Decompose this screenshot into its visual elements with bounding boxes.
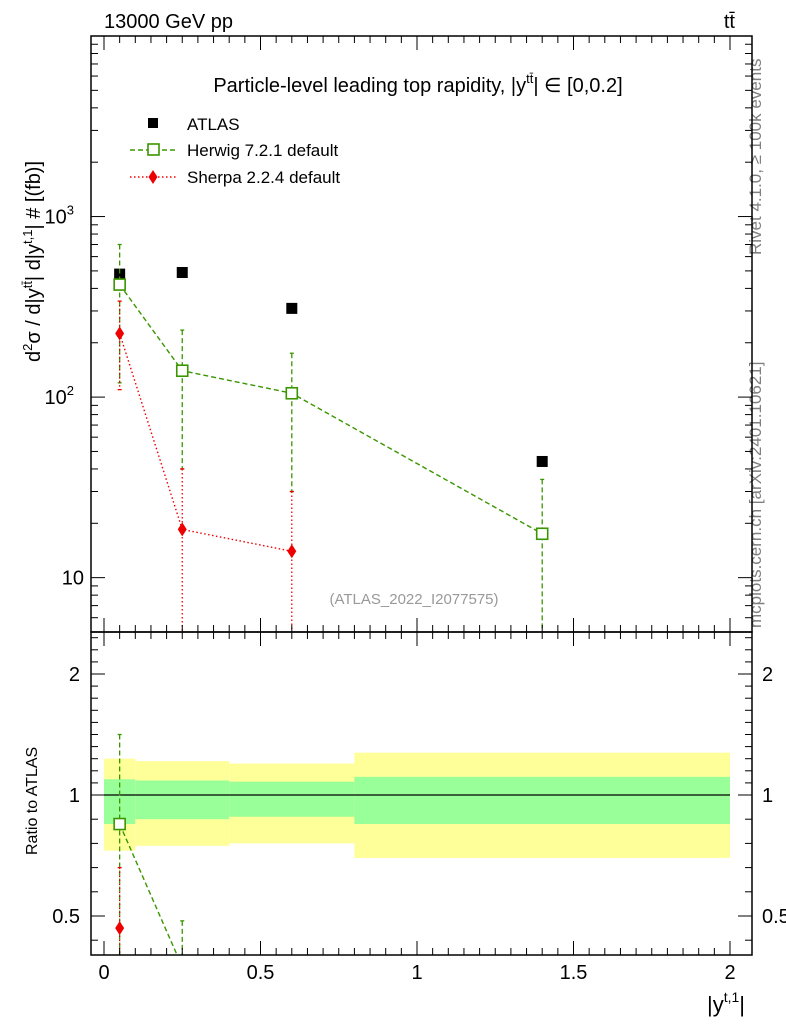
ratio-tick-label-left: 1 — [69, 785, 80, 807]
data-point-1 — [175, 364, 189, 378]
analysis-id: (ATLAS_2022_I2077575) — [329, 591, 498, 608]
ratio-tick-label-right: 2 — [762, 664, 773, 686]
data-point-0 — [286, 302, 298, 314]
x-tick-label: 0 — [98, 962, 109, 984]
series-line-2 — [118, 333, 292, 552]
ratio-band-inner — [229, 781, 355, 817]
legend: ATLAS Herwig 7.2.1 default Sherpa 2.2.4 … — [130, 115, 340, 187]
legend-sherpa-label: Sherpa 2.2.4 default — [187, 168, 340, 187]
ratio-tick-label-right: 1 — [762, 785, 773, 807]
ratio-tick-label-left: 2 — [69, 664, 80, 686]
data-point-1 — [535, 527, 549, 541]
ratio-y-axis-label: Ratio to ATLAS — [24, 747, 41, 855]
ratio-band-inner — [354, 776, 730, 825]
data-point-0 — [176, 266, 188, 278]
header-process: tt̄ — [724, 11, 736, 33]
rivet-version-label: Rivet 4.1.0, ≥ 100k events — [746, 59, 765, 255]
y-tick-label: 103 — [45, 203, 74, 229]
x-tick-label: 1.5 — [560, 962, 588, 984]
ratio-point-0 — [113, 817, 126, 831]
data-point-1 — [285, 386, 299, 400]
data-point-0 — [536, 455, 548, 467]
ratio-tick-label-right: 0.5 — [762, 906, 786, 928]
data-point-2 — [115, 326, 125, 341]
chart-title: Particle-level leading top rapidity, |yt… — [213, 71, 622, 97]
data-point-2 — [177, 522, 187, 537]
x-tick-label: 0.5 — [247, 962, 275, 984]
legend-herwig-marker — [147, 143, 160, 156]
x-axis-label: |yt,1| — [707, 989, 745, 1017]
source-label: mcplots.cern.ch [arXiv:2401.10621] — [746, 362, 765, 628]
header-energy: 13000 GeV pp — [104, 11, 233, 33]
y-tick-label: 102 — [45, 383, 74, 409]
ratio-band-inner — [135, 780, 230, 820]
legend-atlas-label: ATLAS — [187, 115, 240, 134]
data-point-1 — [113, 278, 126, 291]
data-point-0 — [114, 268, 126, 280]
ratio-tick-label-left: 0.5 — [52, 906, 80, 928]
x-tick-label: 1 — [411, 962, 422, 984]
y-tick-label: 10 — [62, 568, 84, 590]
ratio-point-1 — [115, 921, 125, 936]
ratio-panel-frame — [90, 631, 753, 956]
y-axis-label: d2σ / d|ytt̄| d|yt,1| # [(fb)] — [20, 161, 45, 362]
legend-atlas-marker — [148, 118, 158, 128]
x-tick-label: 2 — [724, 962, 735, 984]
data-point-2 — [287, 544, 297, 559]
legend-sherpa-marker — [148, 170, 158, 184]
series-line-1 — [119, 284, 543, 535]
legend-herwig-label: Herwig 7.2.1 default — [187, 141, 338, 160]
